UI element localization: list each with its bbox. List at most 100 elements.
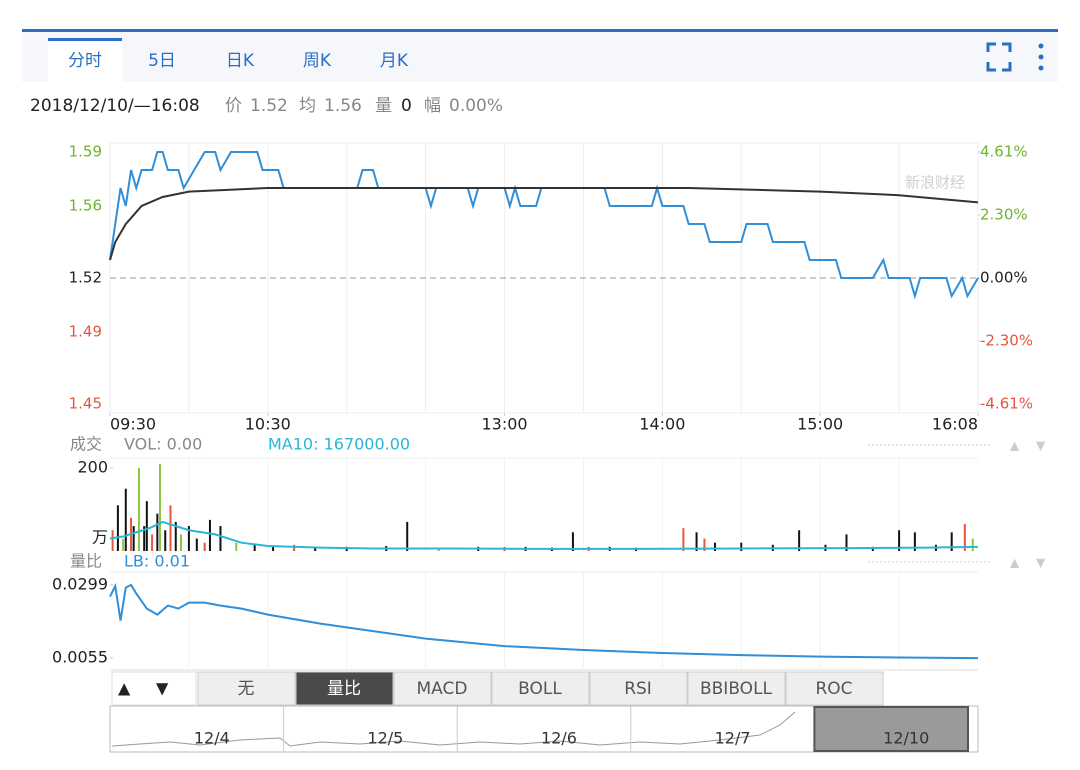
volume-bar: [111, 530, 114, 551]
volume-bar: [253, 544, 256, 551]
volume-bar: [406, 521, 409, 551]
volume-bar: [571, 532, 574, 551]
volume-bar: [235, 542, 238, 551]
volume-bar: [180, 534, 183, 551]
x-tick-label: 15:00: [797, 415, 843, 434]
info-vol: 0: [401, 96, 412, 116]
volume-bar: [145, 501, 148, 551]
indicator-tab-bg: [687, 671, 786, 706]
indicator-tab[interactable]: 无: [238, 679, 255, 699]
indicator-tab-bg: [393, 671, 492, 706]
panel-legend: MA10: 167000.00: [268, 435, 410, 454]
navigator-selection[interactable]: [813, 706, 970, 752]
x-tick-label: 13:00: [481, 415, 527, 434]
volume-bar: [122, 538, 125, 551]
volume-bar: [174, 521, 177, 551]
fullscreen-icon[interactable]: [986, 42, 1012, 72]
panel-title: 成交: [70, 435, 102, 454]
navigator-date[interactable]: 12/4: [194, 729, 230, 748]
volume-bar: [116, 505, 119, 551]
panel-legend: LB: 0.01: [124, 552, 190, 571]
y-tick-label: 1.56: [69, 197, 102, 215]
y2-tick-label: 0.00%: [980, 269, 1028, 287]
y2-tick-label: -4.61%: [980, 394, 1033, 412]
volume-bar: [695, 532, 698, 551]
volume-bar: [195, 538, 198, 551]
y-tick-label: 200: [77, 457, 108, 476]
info-avg-label: 均: [299, 96, 316, 116]
x-tick-label: 09:30: [110, 415, 156, 434]
info-avg: 1.56: [324, 96, 362, 116]
line-series: [109, 151, 979, 300]
navigator-date[interactable]: 12/7: [715, 729, 751, 748]
indicator-tab[interactable]: ROC: [815, 679, 852, 699]
svg-text:▼: ▼: [1036, 439, 1046, 453]
y-tick-label: 0.0055: [52, 648, 108, 667]
y2-tick-label: 4.61%: [980, 143, 1028, 161]
navigator-line: [111, 711, 796, 747]
indicator-tab-bg: [197, 671, 296, 706]
tab[interactable]: 月K: [380, 51, 409, 71]
tab-active-rule: [48, 38, 122, 41]
info-price-label: 价: [225, 96, 242, 116]
x-tick-label: 16:08: [932, 415, 978, 434]
volume-bar: [713, 542, 716, 551]
panel-title: 量比: [70, 552, 102, 571]
y-tick-label: 1.49: [69, 323, 102, 341]
tab[interactable]: 分时: [68, 51, 102, 71]
volume-bar: [143, 526, 146, 551]
panel-legend: VOL: 0.00: [124, 435, 202, 454]
volume-bar: [132, 526, 135, 551]
volume-bar: [158, 463, 161, 551]
volume-bar: [913, 532, 916, 551]
navigator-date[interactable]: 12/10: [883, 729, 929, 748]
up-button[interactable]: ▲: [118, 679, 131, 698]
x-tick-label: 14:00: [639, 415, 685, 434]
y-tick-label: 1.45: [69, 395, 102, 413]
volume-bar: [187, 526, 190, 551]
y2-tick-label: 2.30%: [980, 206, 1028, 224]
info-bar: 2018/12/10/—16:08 价 1.52 均 1.56 量 0 幅 0.00%: [30, 96, 503, 116]
volume-bar: [156, 513, 159, 551]
indicator-tab[interactable]: BOLL: [518, 679, 562, 699]
y-tick-label: 1.52: [69, 269, 102, 287]
indicator-tab-bg: [589, 671, 688, 706]
navigator-date[interactable]: 12/5: [367, 729, 403, 748]
ma10-line: [109, 520, 979, 550]
volume-bar: [963, 524, 966, 551]
watermark: 新浪财经: [905, 174, 965, 192]
indicator-tab[interactable]: 量比: [327, 679, 361, 699]
x-tick-label: 10:30: [245, 415, 291, 434]
y2-tick-label: -2.30%: [980, 331, 1033, 349]
line-series: [109, 582, 979, 660]
info-amp-label: 幅: [424, 96, 441, 116]
tab[interactable]: 5日: [148, 51, 176, 71]
indicator-tab[interactable]: BBIBOLL: [700, 679, 773, 699]
volume-bar: [137, 467, 140, 551]
more-icon[interactable]: [1038, 43, 1044, 71]
indicator-tab[interactable]: MACD: [417, 679, 468, 699]
tab-bar: [22, 32, 1058, 82]
y-unit: 万: [92, 528, 108, 547]
volume-bar: [293, 544, 296, 551]
indicator-tab[interactable]: RSI: [624, 679, 652, 699]
volume-bar: [219, 526, 222, 551]
info-price: 1.52: [250, 96, 288, 116]
tab[interactable]: 周K: [303, 51, 332, 71]
navigator-date[interactable]: 12/6: [541, 729, 577, 748]
tab[interactable]: 日K: [226, 51, 255, 71]
indicator-tab-bg: [491, 671, 590, 706]
volume-bar: [798, 530, 801, 551]
svg-text:▲: ▲: [1010, 556, 1020, 570]
volume-bar: [703, 538, 706, 551]
volume-bar: [164, 530, 167, 551]
volume-bar: [203, 542, 206, 551]
y-tick-label: 1.59: [69, 143, 102, 161]
volume-bar: [124, 488, 127, 551]
down-button[interactable]: ▼: [156, 679, 169, 698]
volume-bar: [971, 538, 974, 551]
volume-bar: [314, 546, 317, 551]
volume-bar: [151, 534, 154, 551]
